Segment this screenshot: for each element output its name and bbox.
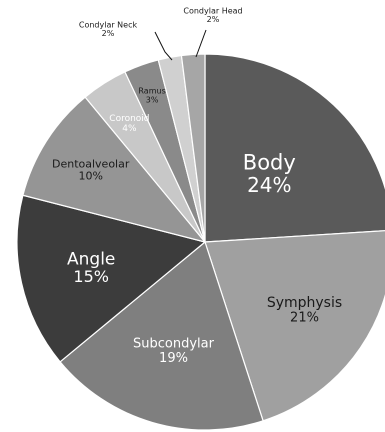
slice-label-body: Body [243, 151, 296, 175]
leader-line-condylar-head [195, 29, 207, 58]
pie-slices [16, 53, 385, 431]
slice-dentoalveolar [22, 96, 206, 243]
slice-angle [16, 194, 206, 363]
slice-label-ramus: Ramus [138, 87, 165, 96]
slice-value-label-symphysis: 21% [290, 311, 319, 326]
slice-label-dentoalveolar: Dentoalveolar [52, 157, 130, 170]
slice-value-label-dentoalveolar: 10% [78, 169, 102, 182]
slice-subcondylar [59, 241, 264, 431]
slice-label-condylar-head: Condylar Head [183, 6, 242, 15]
slice-value-label-body: 24% [247, 173, 291, 197]
slice-body [204, 53, 385, 243]
slice-symphysis [204, 230, 385, 422]
slice-value-label-condylar-neck: 2% [102, 29, 115, 38]
slice-value-label-subcondylar: 19% [159, 351, 188, 366]
slice-value-label-ramus: 3% [146, 95, 159, 104]
slice-label-angle: Angle [67, 249, 115, 269]
leader-line-condylar-neck [154, 31, 173, 61]
leader-lines [154, 29, 207, 61]
slice-label-subcondylar: Subcondylar [133, 337, 215, 352]
slice-label-condylar-neck: Condylar Neck [79, 20, 138, 29]
slice-value-label-coronoid: 4% [122, 124, 137, 134]
slice-label-coronoid: Coronoid [109, 114, 149, 124]
slice-value-label-condylar-head: 2% [207, 15, 220, 24]
slice-value-label-angle: 15% [73, 267, 109, 286]
slice-condylar-head [180, 53, 206, 243]
slice-label-symphysis: Symphysis [267, 295, 342, 311]
